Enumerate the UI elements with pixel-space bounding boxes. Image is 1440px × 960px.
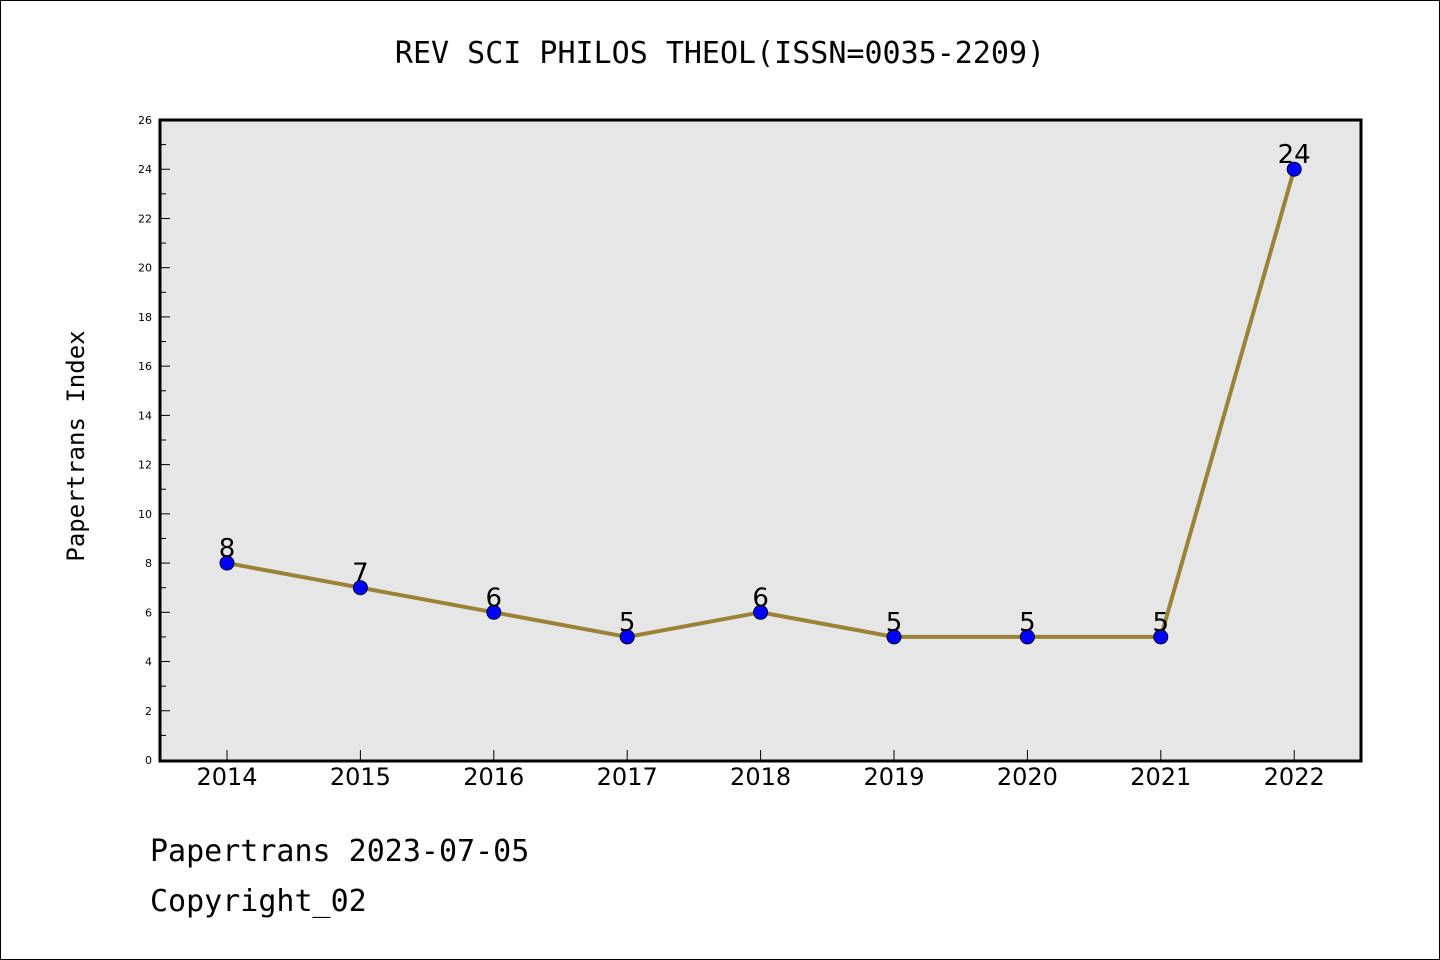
x-tick-label: 2020	[997, 763, 1058, 791]
footer-copyright: Copyright_02	[150, 884, 367, 919]
y-tick-label: 20	[138, 262, 152, 275]
y-tick-label: 18	[138, 311, 152, 324]
x-tick-label: 2016	[463, 763, 524, 791]
y-tick-label: 6	[145, 606, 152, 619]
data-label: 5	[1019, 608, 1036, 638]
data-point	[886, 629, 902, 645]
data-point	[753, 604, 769, 620]
data-point	[619, 629, 635, 645]
x-tick-label: 2018	[730, 763, 791, 791]
series-group	[219, 161, 1302, 645]
data-point	[1019, 629, 1035, 645]
y-tick-label: 0	[145, 754, 152, 767]
data-label: 24	[1278, 140, 1311, 170]
x-tick-label: 2019	[863, 763, 924, 791]
data-label: 7	[352, 559, 369, 589]
y-tick-label: 8	[145, 557, 152, 570]
data-label: 6	[486, 583, 503, 613]
plot-area	[158, 118, 1363, 763]
data-label: 5	[1153, 608, 1170, 638]
y-tick-label: 24	[138, 163, 152, 176]
y-tick-label: 16	[138, 360, 152, 373]
x-axis-ticks: 2014 2015 2016 2017 2018 2019 2020 2021 2022	[196, 750, 1325, 791]
x-tick-label: 2021	[1130, 763, 1191, 791]
data-label: 6	[752, 583, 769, 613]
y-tick-label: 10	[138, 508, 152, 521]
y-tick-label: 22	[138, 212, 152, 225]
y-tick-label: 2	[145, 705, 152, 718]
x-tick-label: 2015	[330, 763, 391, 791]
data-point	[352, 580, 368, 596]
data-label: 5	[619, 608, 636, 638]
y-tick-label: 14	[138, 409, 152, 422]
x-tick-label: 2017	[597, 763, 658, 791]
x-tick-label: 2022	[1264, 763, 1325, 791]
y-tick-label: 4	[145, 656, 152, 669]
data-label: 5	[886, 608, 903, 638]
data-point	[1153, 629, 1169, 645]
data-point	[219, 555, 235, 571]
data-point	[486, 604, 502, 620]
data-point	[1286, 161, 1302, 177]
x-tick-label: 2014	[196, 763, 257, 791]
footer-date: Papertrans 2023-07-05	[150, 834, 530, 869]
data-label: 8	[219, 534, 236, 564]
y-tick-label: 26	[138, 114, 152, 127]
chart-title: REV SCI PHILOS THEOL(ISSN=0035-2209)	[394, 36, 1046, 71]
data-labels: 8 7 6 5 6 5 5 5 24	[219, 140, 1311, 638]
y-tick-label: 12	[138, 459, 152, 472]
